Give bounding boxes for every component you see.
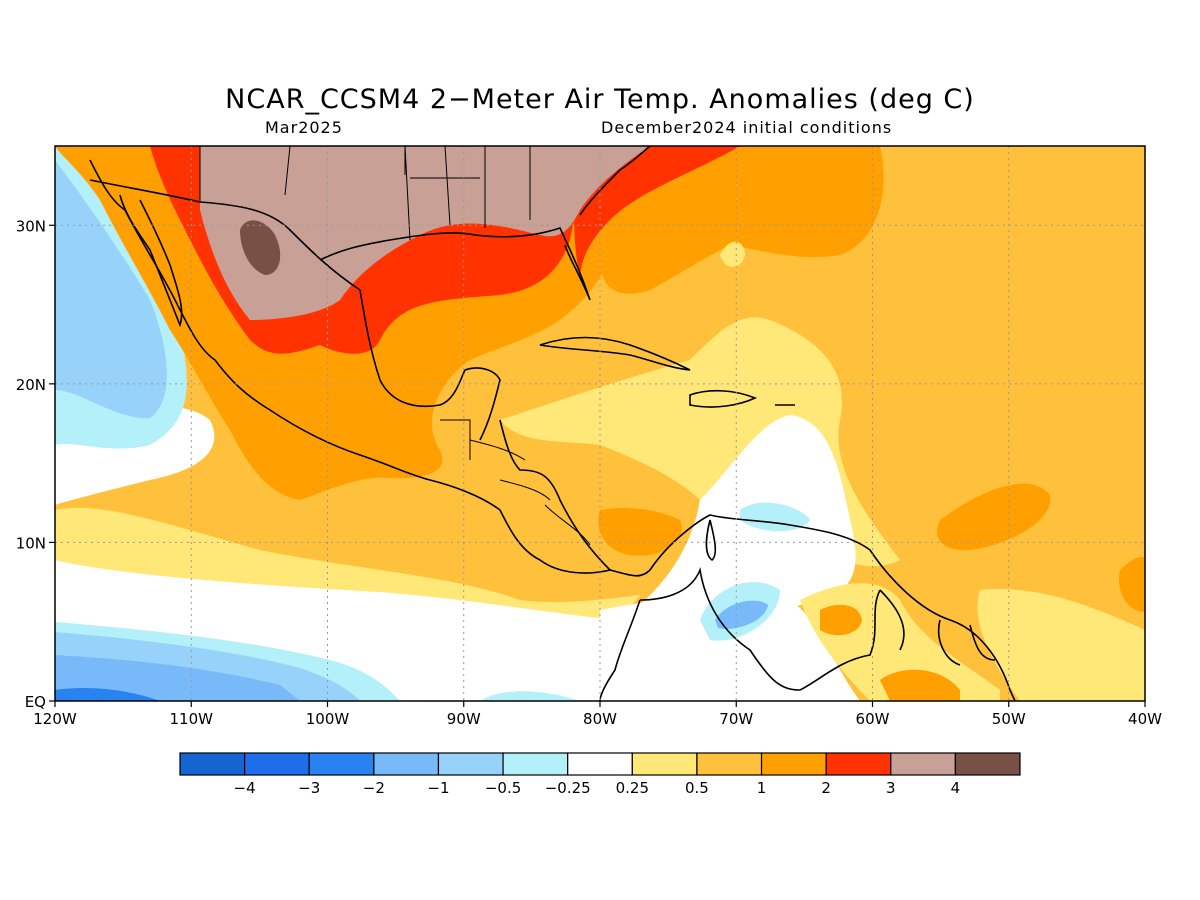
colorbar-swatch: [760, 752, 827, 776]
forecast-month: Mar2025: [265, 118, 343, 137]
weak-warm-atlantic-spot: [720, 241, 745, 268]
hot-region-florida: [574, 146, 740, 280]
lon-tick-label: 60W: [856, 710, 890, 728]
lat-tick-label: EQ: [25, 693, 46, 711]
colombia-border: [639, 567, 881, 691]
colorbar-label: −1: [427, 779, 449, 797]
lon-tick-label: 40W: [1128, 710, 1162, 728]
maracaibo: [705, 519, 717, 562]
central-america-borders: [440, 419, 591, 546]
cool-region-sw4: [55, 688, 160, 701]
us-mexico-border: [89, 179, 361, 291]
lon-tick-label: 90W: [447, 710, 481, 728]
pacific-coast-north: [89, 159, 611, 574]
cuba: [539, 336, 691, 371]
colorbar-label: 4: [951, 779, 961, 797]
colorbar-swatch: [308, 752, 375, 776]
us-atlantic-coast: [579, 146, 651, 216]
lon-tick-label: 120W: [33, 710, 77, 728]
lon-tick-label: 110W: [170, 710, 214, 728]
cool-region-baja-inner: [55, 160, 167, 419]
colorbar-swatch: [696, 752, 763, 776]
colorbar-swatch: [502, 752, 569, 776]
lon-tick-label: 100W: [306, 710, 350, 728]
lon-tick-label: 70W: [719, 710, 753, 728]
colorbar-label: −0.5: [485, 779, 521, 797]
colorbar-label: 0.25: [616, 779, 649, 797]
very-hot-region-us: [200, 146, 650, 320]
lat-tick-label: 20N: [16, 376, 46, 394]
extreme-hot-spot: [240, 220, 281, 275]
colorbar-swatch: [244, 752, 310, 776]
guianas-borders: [879, 589, 996, 666]
colorbar-label: 1: [757, 779, 767, 797]
colorbar-label: −0.25: [545, 779, 591, 797]
lat-tick-label: 30N: [16, 217, 46, 235]
mexico-gulf-coast: [359, 289, 501, 441]
warm-region-atlantic: [600, 146, 884, 294]
colorbar-label: −4: [234, 779, 256, 797]
neutral-region-colombia: [600, 595, 860, 701]
anomaly-field: [55, 146, 1145, 701]
baja-peninsula: [119, 194, 183, 328]
lat-tick-label: 10N: [16, 534, 46, 552]
warm-region-guyana: [820, 604, 960, 701]
warm-region-caribbean: [598, 508, 682, 556]
gulf-coast: [319, 227, 591, 301]
colorbar-swatch: [954, 752, 1021, 776]
colorbar-label: 0.5: [685, 779, 709, 797]
lon-tick-label: 80W: [583, 710, 617, 728]
cool-region-sw3: [55, 655, 300, 701]
south-america-north-coast: [649, 514, 1016, 701]
colorbar: −4 −3 −2 −1 −0.5 −0.25 0.25 0.5 1 2 3 4: [179, 752, 1021, 797]
colorbar-swatch: [890, 752, 956, 776]
colorbar-label: 2: [821, 779, 831, 797]
colorbar-swatch: [373, 752, 440, 776]
initial-conditions: December2024 initial conditions: [601, 118, 893, 137]
cool-region-caribbean: [740, 502, 810, 532]
central-america-east-coast: [499, 419, 651, 577]
colorbar-swatch: [567, 752, 633, 776]
colorbar-label: 3: [886, 779, 896, 797]
latitude-axis: EQ 10N 20N 30N: [16, 217, 55, 711]
weak-warm-band-south: [55, 507, 640, 620]
colorbar-swatch: [825, 752, 892, 776]
cool-region-east-pacific: [480, 691, 580, 701]
warm-region-guianas: [1119, 557, 1145, 612]
hispaniola: [689, 389, 758, 408]
colorbar-swatch: [179, 752, 246, 776]
weak-warm-south-atlantic: [977, 589, 1145, 701]
us-state-lines: [199, 146, 531, 241]
coastlines: [89, 146, 1016, 701]
colorbar-label: −2: [363, 779, 385, 797]
longitude-axis: 120W 110W 100W 90W 80W 70W 60W 50W 40W: [33, 701, 1162, 728]
colorbar-swatch: [437, 752, 504, 776]
ecuador-peru: [599, 599, 641, 701]
colorbar-label: −3: [298, 779, 320, 797]
cool-region-colombia-inner: [715, 600, 768, 629]
colorbar-swatch: [631, 752, 698, 776]
grid-lines: [55, 146, 1145, 701]
warm-region-atlantic-south: [936, 483, 1051, 551]
map-title: NCAR_CCSM4 2−Meter Air Temp. Anomalies (…: [225, 84, 975, 115]
lon-tick-label: 50W: [992, 710, 1026, 728]
